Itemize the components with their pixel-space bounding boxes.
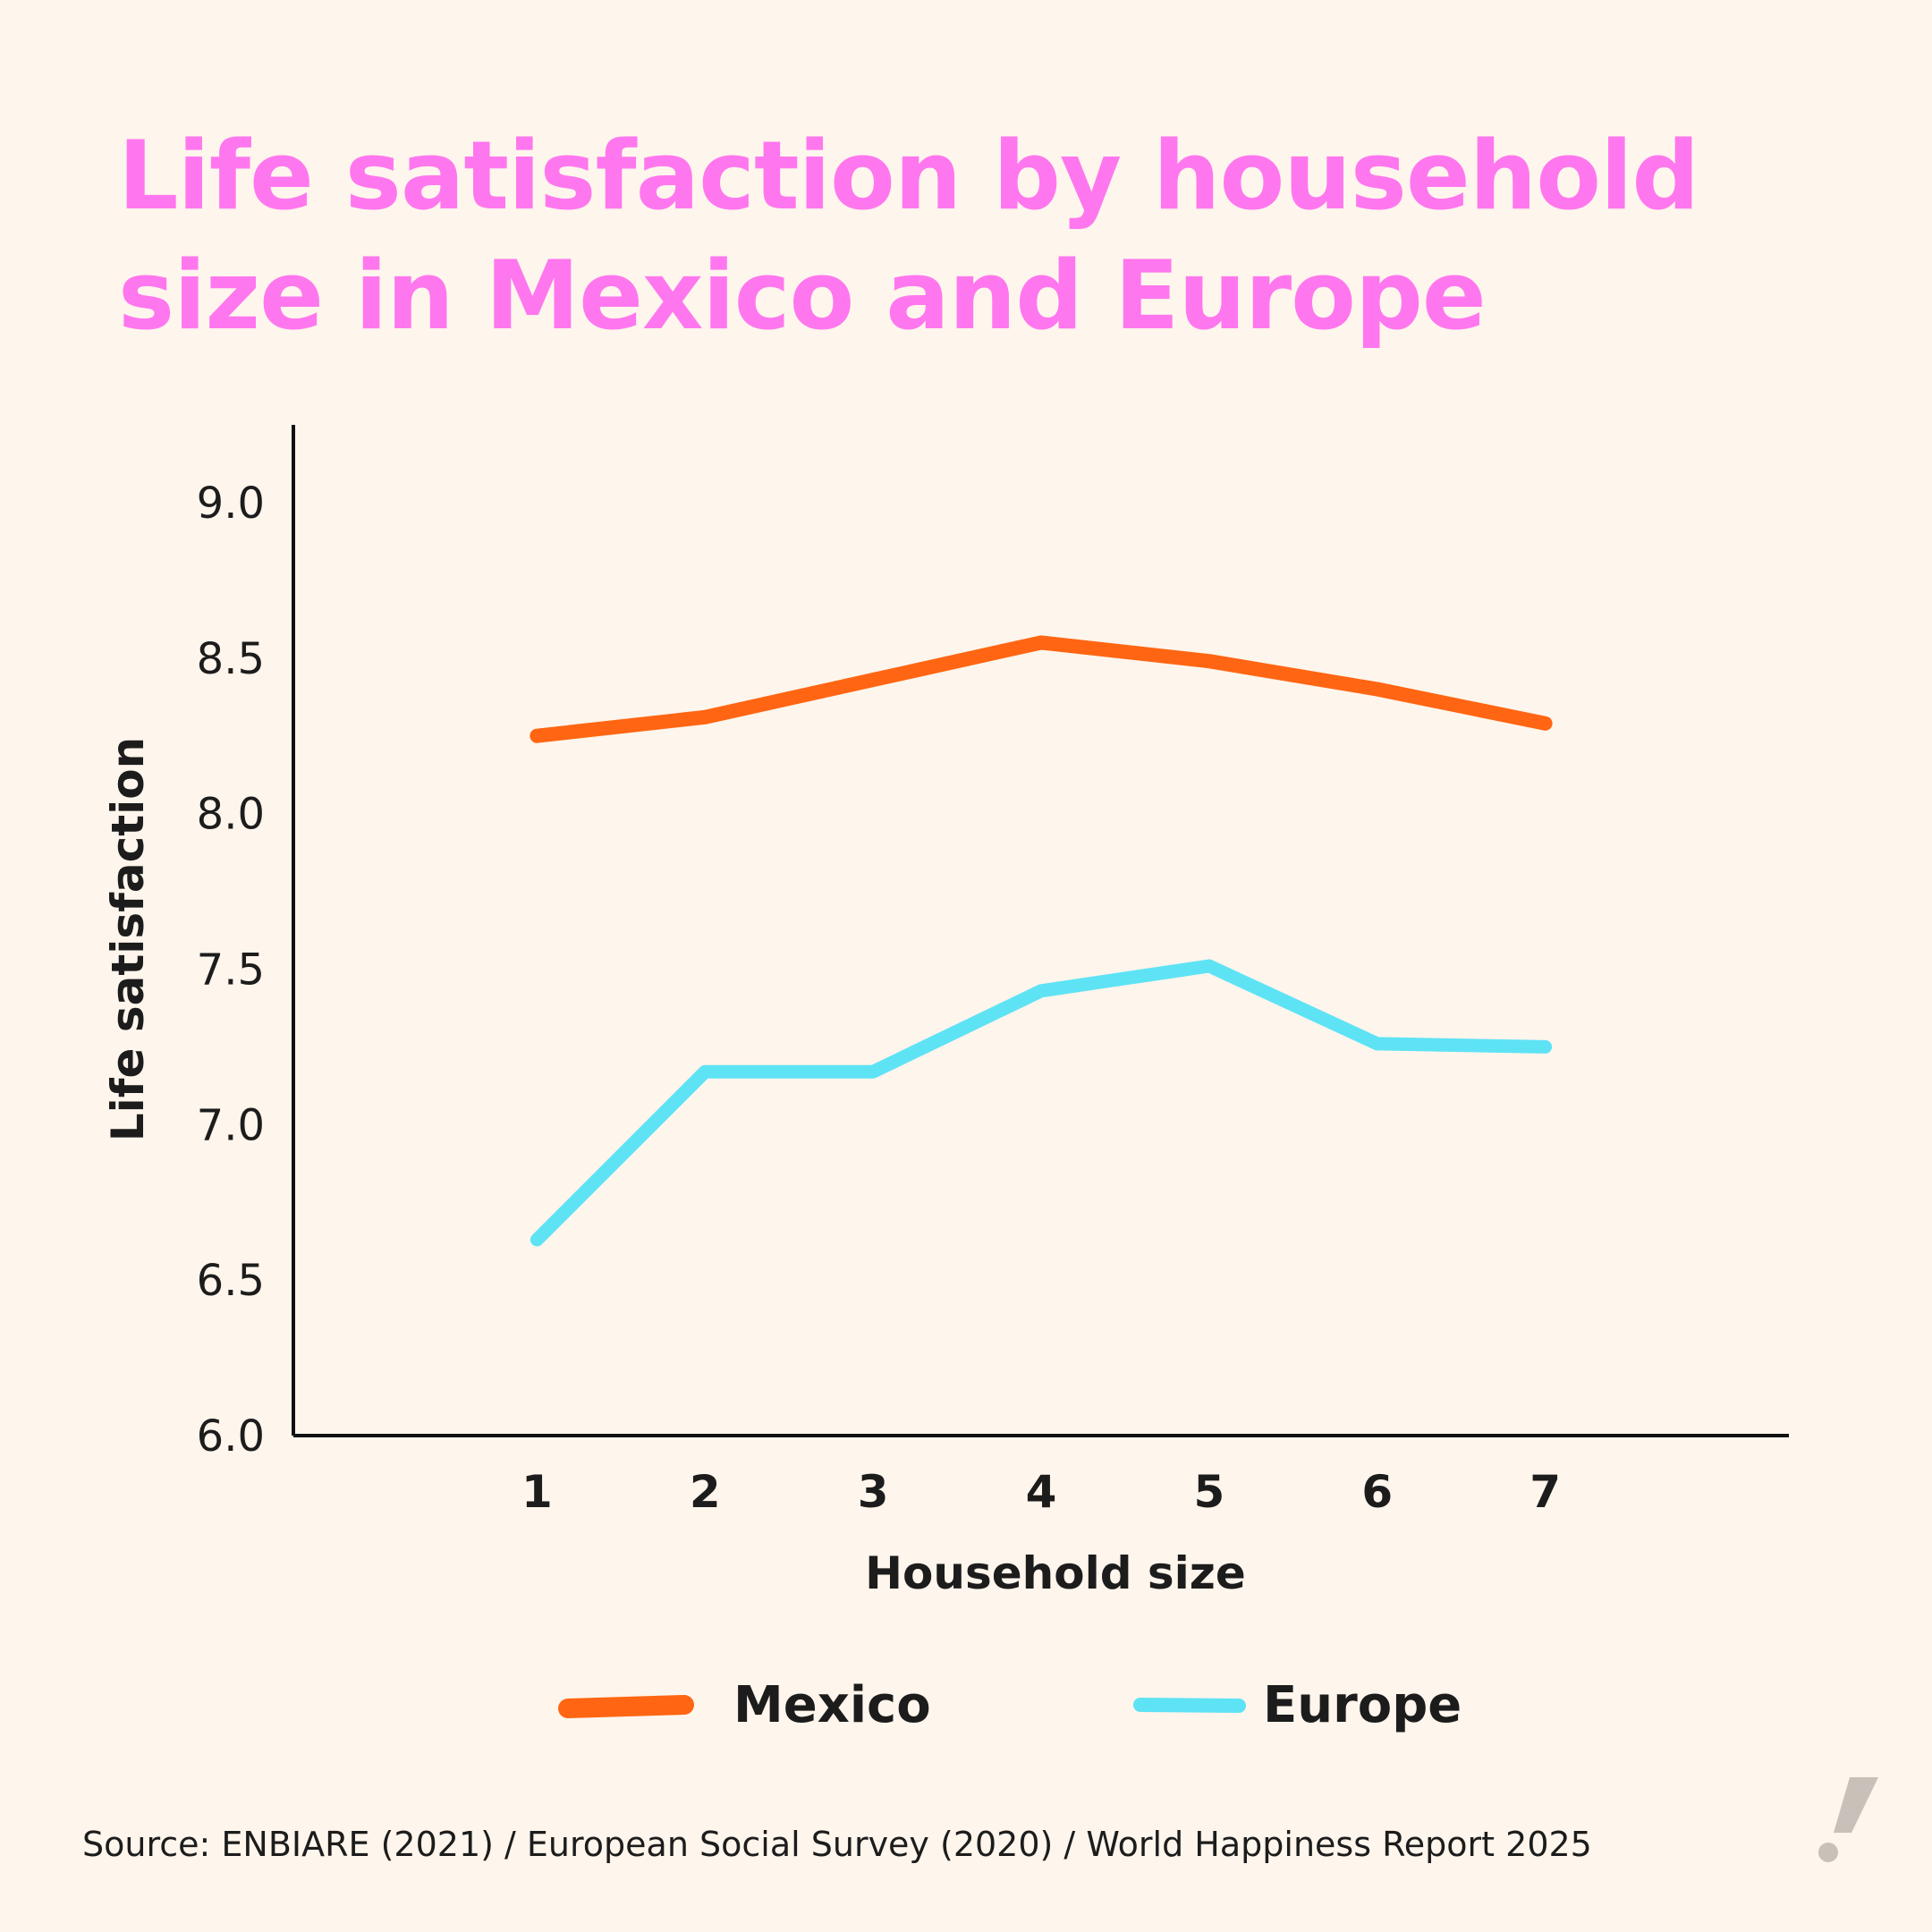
- legend: Mexico Europe: [558, 1676, 1462, 1734]
- y-tick-label: 6.5: [197, 1256, 265, 1306]
- legend-label-europe: Europe: [1263, 1676, 1462, 1734]
- source-note: Source: ENBIARE (2021) / European Social…: [82, 1825, 1592, 1864]
- y-tick-label: 7.0: [197, 1100, 265, 1150]
- axes: [292, 425, 1789, 1437]
- y-tick-label: 9.0: [197, 479, 265, 529]
- x-tick-label: 6: [1361, 1466, 1393, 1518]
- x-tick-label: 4: [1026, 1466, 1057, 1518]
- series-lines: [530, 635, 1553, 1247]
- x-axis-label: Household size: [865, 1547, 1246, 1599]
- series-line-europe: [530, 959, 1553, 1247]
- data-point-europe: [1202, 959, 1216, 972]
- exclamation-logo-icon: [1818, 1777, 1878, 1862]
- data-point-mexico: [699, 710, 712, 724]
- y-axis-label: Life satisfaction: [102, 737, 154, 1142]
- data-point-europe: [530, 1233, 544, 1246]
- data-point-mexico: [1202, 655, 1216, 668]
- data-point-europe: [699, 1065, 712, 1079]
- y-tick-label: 8.5: [197, 634, 265, 684]
- y-tick-labels: 6.0 6.5 7.0 7.5 8.0 8.5 9.0: [197, 479, 265, 1462]
- y-tick-label: 7.5: [197, 945, 265, 995]
- x-tick-label: 5: [1193, 1466, 1224, 1518]
- data-point-mexico: [530, 729, 544, 742]
- x-tick-label: 3: [858, 1466, 889, 1518]
- data-point-europe: [1035, 984, 1047, 997]
- x-tick-label: 2: [690, 1466, 721, 1518]
- y-tick-label: 8.0: [197, 790, 265, 840]
- series-line-mexico: [530, 635, 1553, 743]
- data-point-europe: [1538, 1040, 1552, 1054]
- legend-label-mexico: Mexico: [733, 1676, 931, 1734]
- data-point-mexico: [1370, 682, 1384, 696]
- data-point-europe: [1370, 1037, 1384, 1050]
- x-tick-label: 7: [1530, 1466, 1561, 1518]
- legend-swatch-europe: [1133, 1698, 1246, 1713]
- data-point-mexico: [1035, 636, 1047, 649]
- chart-title: Life satisfaction by household size in M…: [118, 121, 1699, 351]
- x-tick-label: 1: [521, 1466, 553, 1518]
- x-tick-labels: 1 2 3 4 5 6 7: [521, 1466, 1561, 1518]
- data-point-mexico: [1538, 716, 1552, 730]
- y-tick-label: 6.0: [197, 1411, 265, 1462]
- data-point-europe: [867, 1065, 880, 1079]
- legend-swatch-mexico: [558, 1695, 694, 1718]
- data-point-mexico: [867, 674, 880, 687]
